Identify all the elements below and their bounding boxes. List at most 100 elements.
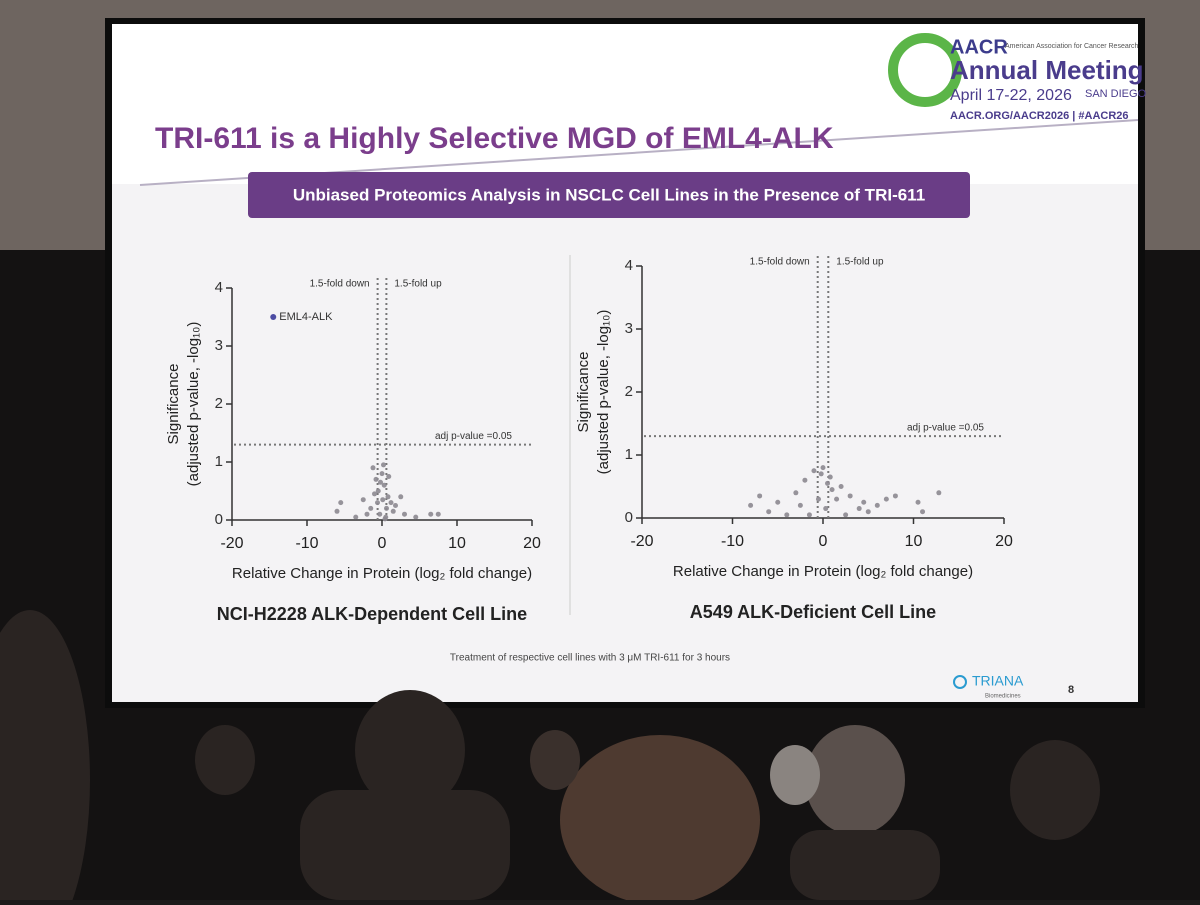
data-point xyxy=(827,474,833,480)
data-point xyxy=(375,500,380,506)
data-point xyxy=(757,493,763,499)
y-axis-label: (adjusted p-value, -log₁₀) xyxy=(595,310,612,475)
data-point xyxy=(370,465,376,471)
y-tick-label: 2 xyxy=(625,383,633,400)
logo-meeting: Annual Meeting xyxy=(950,55,1144,85)
data-point xyxy=(815,496,821,502)
data-point xyxy=(368,505,374,511)
data-point xyxy=(375,488,381,494)
data-point xyxy=(377,511,383,517)
data-point xyxy=(353,514,359,520)
x-tick-label: -20 xyxy=(630,533,653,550)
data-point xyxy=(398,494,404,500)
logo-dates: April 17-22, 2026 xyxy=(950,87,1072,104)
data-point xyxy=(818,471,824,477)
data-point xyxy=(270,314,277,320)
data-point xyxy=(920,509,926,515)
x-tick-label: 0 xyxy=(378,535,387,552)
slide-title: TRI-611 is a Highly Selective MGD of EML… xyxy=(155,122,834,155)
threshold-label: 1.5-fold down xyxy=(750,257,810,268)
data-point xyxy=(384,505,389,511)
data-point xyxy=(428,511,434,517)
threshold-label: adj p-value =0.05 xyxy=(435,431,512,442)
data-point xyxy=(364,511,370,517)
data-point xyxy=(847,493,853,499)
footnote: Treatment of respective cell lines with … xyxy=(450,653,730,664)
x-axis-label: Relative Change in Protein (log₂ fold ch… xyxy=(232,565,532,582)
data-point xyxy=(775,499,781,505)
data-point xyxy=(784,512,790,518)
threshold-label: 1.5-fold up xyxy=(394,279,442,290)
data-point xyxy=(915,499,921,505)
data-point xyxy=(393,503,398,508)
logo-org-full: American Association for Cancer Research xyxy=(1005,43,1139,50)
data-point xyxy=(820,465,826,471)
data-point xyxy=(806,512,812,518)
logo-city: SAN DIEGO xyxy=(1085,88,1147,100)
data-point xyxy=(385,494,391,500)
data-point xyxy=(382,516,388,522)
slide-header xyxy=(112,24,1138,184)
data-point xyxy=(402,511,407,517)
audience xyxy=(0,610,1100,905)
data-point xyxy=(373,476,379,482)
data-point xyxy=(834,496,840,502)
x-tick-label: -10 xyxy=(295,535,318,552)
chart-title: NCI-H2228 ALK-Dependent Cell Line xyxy=(217,604,527,624)
data-point xyxy=(823,506,829,512)
data-point xyxy=(766,509,772,515)
data-point xyxy=(338,500,344,506)
logo-org: AACR xyxy=(950,36,1008,58)
data-point xyxy=(360,497,366,503)
x-tick-label: -20 xyxy=(220,535,243,552)
y-tick-label: 1 xyxy=(215,453,223,470)
logo-links: AACR.ORG/AACR2026 | #AACR26 xyxy=(950,110,1129,122)
chart-title: A549 ALK-Deficient Cell Line xyxy=(690,602,936,622)
x-tick-label: 10 xyxy=(448,535,466,552)
company-sub: Biomedicines xyxy=(985,694,1021,700)
data-point xyxy=(838,484,844,489)
data-point xyxy=(388,500,394,506)
threshold-label: 1.5-fold up xyxy=(836,257,884,268)
data-point xyxy=(865,509,871,515)
threshold-label: 1.5-fold down xyxy=(310,279,370,290)
data-point xyxy=(856,506,862,512)
data-point xyxy=(892,493,898,499)
x-tick-label: -10 xyxy=(721,533,744,550)
y-tick-label: 3 xyxy=(625,320,633,337)
company-name: TRIANA xyxy=(972,673,1024,689)
data-point xyxy=(334,508,340,514)
banner xyxy=(248,172,970,218)
data-point xyxy=(936,490,942,496)
data-point xyxy=(793,490,799,496)
x-tick-label: 10 xyxy=(905,533,923,550)
data-point xyxy=(829,487,835,493)
data-point xyxy=(802,477,808,483)
data-point xyxy=(390,508,396,514)
point-label: EML4-ALK xyxy=(279,311,333,323)
data-point xyxy=(381,482,387,488)
data-point xyxy=(874,502,880,508)
x-axis-label: Relative Change in Protein (log₂ fold ch… xyxy=(673,563,973,580)
y-tick-label: 3 xyxy=(215,337,223,354)
x-tick-label: 20 xyxy=(995,533,1013,550)
y-tick-label: 0 xyxy=(625,509,633,526)
x-tick-label: 20 xyxy=(523,535,541,552)
data-point xyxy=(379,471,385,477)
data-point xyxy=(883,496,889,502)
data-point xyxy=(378,479,383,485)
data-point xyxy=(372,491,377,497)
data-point xyxy=(811,468,817,474)
y-tick-label: 4 xyxy=(215,279,223,296)
data-point xyxy=(825,480,831,486)
logo-swoosh xyxy=(888,33,962,107)
data-point xyxy=(797,502,803,508)
y-tick-label: 4 xyxy=(625,257,633,274)
y-tick-label: 1 xyxy=(625,446,633,463)
y-axis-label: (adjusted p-value, -log₁₀) xyxy=(185,322,202,487)
banner-text: Unbiased Proteomics Analysis in NSCLC Ce… xyxy=(293,185,925,204)
data-point xyxy=(380,497,386,503)
data-point xyxy=(381,462,386,468)
